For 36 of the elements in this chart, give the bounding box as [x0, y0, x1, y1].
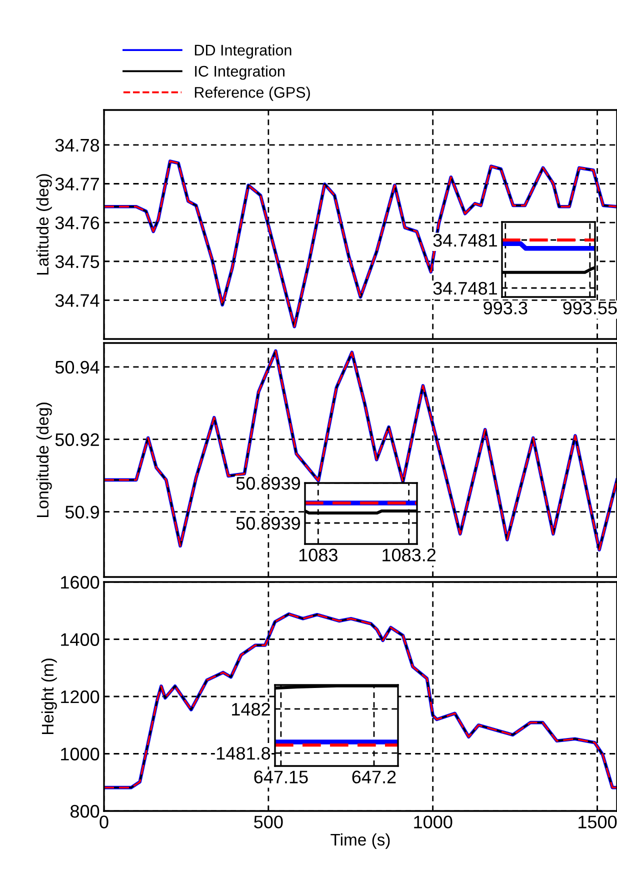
legend-label: IC Integration	[195, 65, 284, 80]
x-tick-label: 647.2	[352, 770, 396, 784]
y-tick-label: 34.74	[55, 294, 100, 307]
x-tick-label: 647.15	[254, 770, 308, 784]
y-tick-label: 1481.8	[216, 746, 270, 760]
y-tick-label: 50.8939	[236, 476, 300, 490]
x-tick-label: 993.55	[563, 302, 617, 314]
legend-label: Reference (GPS)	[194, 86, 310, 101]
y-tick-label: 34.75	[55, 255, 100, 268]
y-tick-label: 34.76	[55, 216, 100, 230]
y-tick-label: 1482	[232, 702, 270, 716]
x-axis-title: Time (s)	[330, 833, 390, 849]
y-axis-title: Longitude (deg)	[36, 402, 52, 518]
y-tick-label: 1600	[61, 576, 100, 589]
x-tick-label: 1500	[578, 816, 617, 828]
y-tick-label: 50.9	[65, 506, 99, 519]
y-tick-label: 1000	[61, 748, 100, 760]
x-tick-label: 993.3	[484, 302, 528, 314]
y-axis-title: Latitude (deg)	[36, 174, 52, 275]
y-tick-label: 1200	[61, 690, 100, 704]
x-tick-label: 1083	[299, 548, 338, 562]
x-tick-label: 1000	[414, 816, 452, 828]
legend-label: DD Integration	[194, 44, 292, 59]
y-tick-label: 50.92	[55, 433, 99, 446]
y-tick-label: 50.94	[55, 360, 100, 374]
y-tick-label: 34.77	[55, 178, 99, 190]
y-tick-label: 1400	[61, 633, 100, 646]
x-tick-label: 500	[254, 816, 283, 828]
x-tick-label: 0	[100, 816, 108, 828]
y-tick-label: 50.8939	[236, 516, 300, 530]
y-tick-label: 34.78	[55, 138, 100, 152]
y-axis-title: Height (m)	[41, 658, 57, 734]
y-tick-label: 34.7481	[433, 234, 497, 247]
x-tick-label: 1083.2	[382, 548, 436, 562]
y-tick-label: 800	[70, 804, 100, 818]
y-tick-label: 34.7481	[433, 282, 497, 295]
